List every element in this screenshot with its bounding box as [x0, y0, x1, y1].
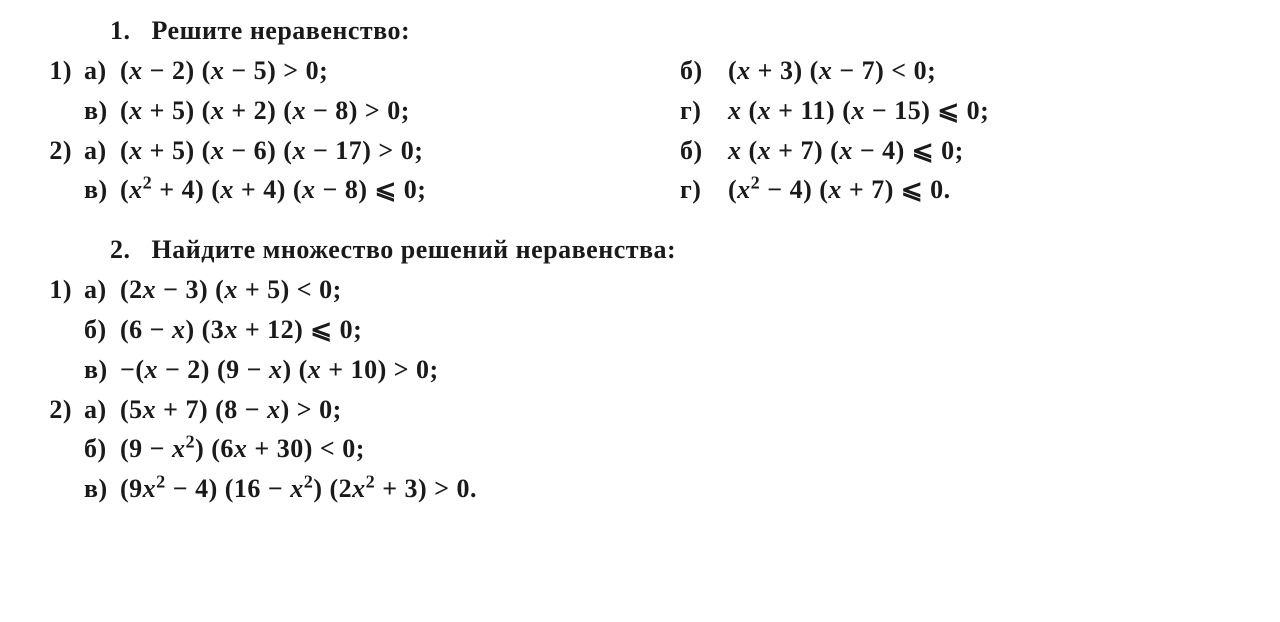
item-label: б): [72, 313, 120, 347]
problem-2-heading: Найдите множество решений неравенства:: [152, 235, 677, 264]
math-expression: (5x + 7) (8 − x) > 0;: [120, 393, 680, 427]
problem-1-heading: Решите неравенство:: [152, 16, 411, 45]
p1-g2-r2: в) (x2 + 4) (x + 4) (x − 8) ⩽ 0; г) (x2 …: [20, 173, 1240, 207]
item-label: в): [72, 472, 120, 506]
group-number: 1): [20, 54, 72, 88]
item-label: а): [72, 393, 120, 427]
item-label: в): [72, 173, 120, 207]
item-label: в): [72, 94, 120, 128]
item-label: г): [680, 173, 728, 207]
item-label: б): [72, 432, 120, 466]
problem-2-number: 2.: [110, 235, 131, 264]
item-label: б): [680, 134, 728, 168]
math-expression: (9 − x2) (6x + 30) < 0;: [120, 432, 680, 466]
p2-g1-r1: 1) а) (2x − 3) (x + 5) < 0;: [20, 273, 1240, 307]
item-label: б): [680, 54, 728, 88]
math-expression: (x2 + 4) (x + 4) (x − 8) ⩽ 0;: [120, 173, 680, 207]
math-expression: −(x − 2) (9 − x) (x + 10) > 0;: [120, 353, 680, 387]
p1-g2-r1: 2) а) (x + 5) (x − 6) (x − 17) > 0; б) x…: [20, 134, 1240, 168]
math-expression: (6 − x) (3x + 12) ⩽ 0;: [120, 313, 680, 347]
math-expression: x (x + 11) (x − 15) ⩽ 0;: [728, 94, 1240, 128]
p1-g1-r1: 1) а) (x − 2) (x − 5) > 0; б) (x + 3) (x…: [20, 54, 1240, 88]
math-expression: (x + 5) (x + 2) (x − 8) > 0;: [120, 94, 680, 128]
item-label: в): [72, 353, 120, 387]
p1-g1-r2: в) (x + 5) (x + 2) (x − 8) > 0; г) x (x …: [20, 94, 1240, 128]
group-number: 2): [20, 393, 72, 427]
math-expression: (x + 5) (x − 6) (x − 17) > 0;: [120, 134, 680, 168]
math-expression: (x2 − 4) (x + 7) ⩽ 0.: [728, 173, 1240, 207]
math-expression: (2x − 3) (x + 5) < 0;: [120, 273, 680, 307]
math-expression: (9x2 − 4) (16 − x2) (2x2 + 3) > 0.: [120, 472, 680, 506]
problem-1-title: 1. Решите неравенство:: [110, 16, 1240, 46]
p2-g2-r2: б) (9 − x2) (6x + 30) < 0;: [20, 432, 1240, 466]
item-label: г): [680, 94, 728, 128]
p2-g1-r3: в) −(x − 2) (9 − x) (x + 10) > 0;: [20, 353, 1240, 387]
p2-g1-r2: б) (6 − x) (3x + 12) ⩽ 0;: [20, 313, 1240, 347]
item-label: а): [72, 134, 120, 168]
problem-1-number: 1.: [110, 16, 131, 45]
group-number: 2): [20, 134, 72, 168]
group-number: 1): [20, 273, 72, 307]
math-expression: x (x + 7) (x − 4) ⩽ 0;: [728, 134, 1240, 168]
item-label: а): [72, 273, 120, 307]
p2-g2-r3: в) (9x2 − 4) (16 − x2) (2x2 + 3) > 0.: [20, 472, 1240, 506]
problem-2-title: 2. Найдите множество решений неравенства…: [110, 235, 1240, 265]
math-expression: (x − 2) (x − 5) > 0;: [120, 54, 680, 88]
math-expression: (x + 3) (x − 7) < 0;: [728, 54, 1240, 88]
item-label: а): [72, 54, 120, 88]
p2-g2-r1: 2) а) (5x + 7) (8 − x) > 0;: [20, 393, 1240, 427]
